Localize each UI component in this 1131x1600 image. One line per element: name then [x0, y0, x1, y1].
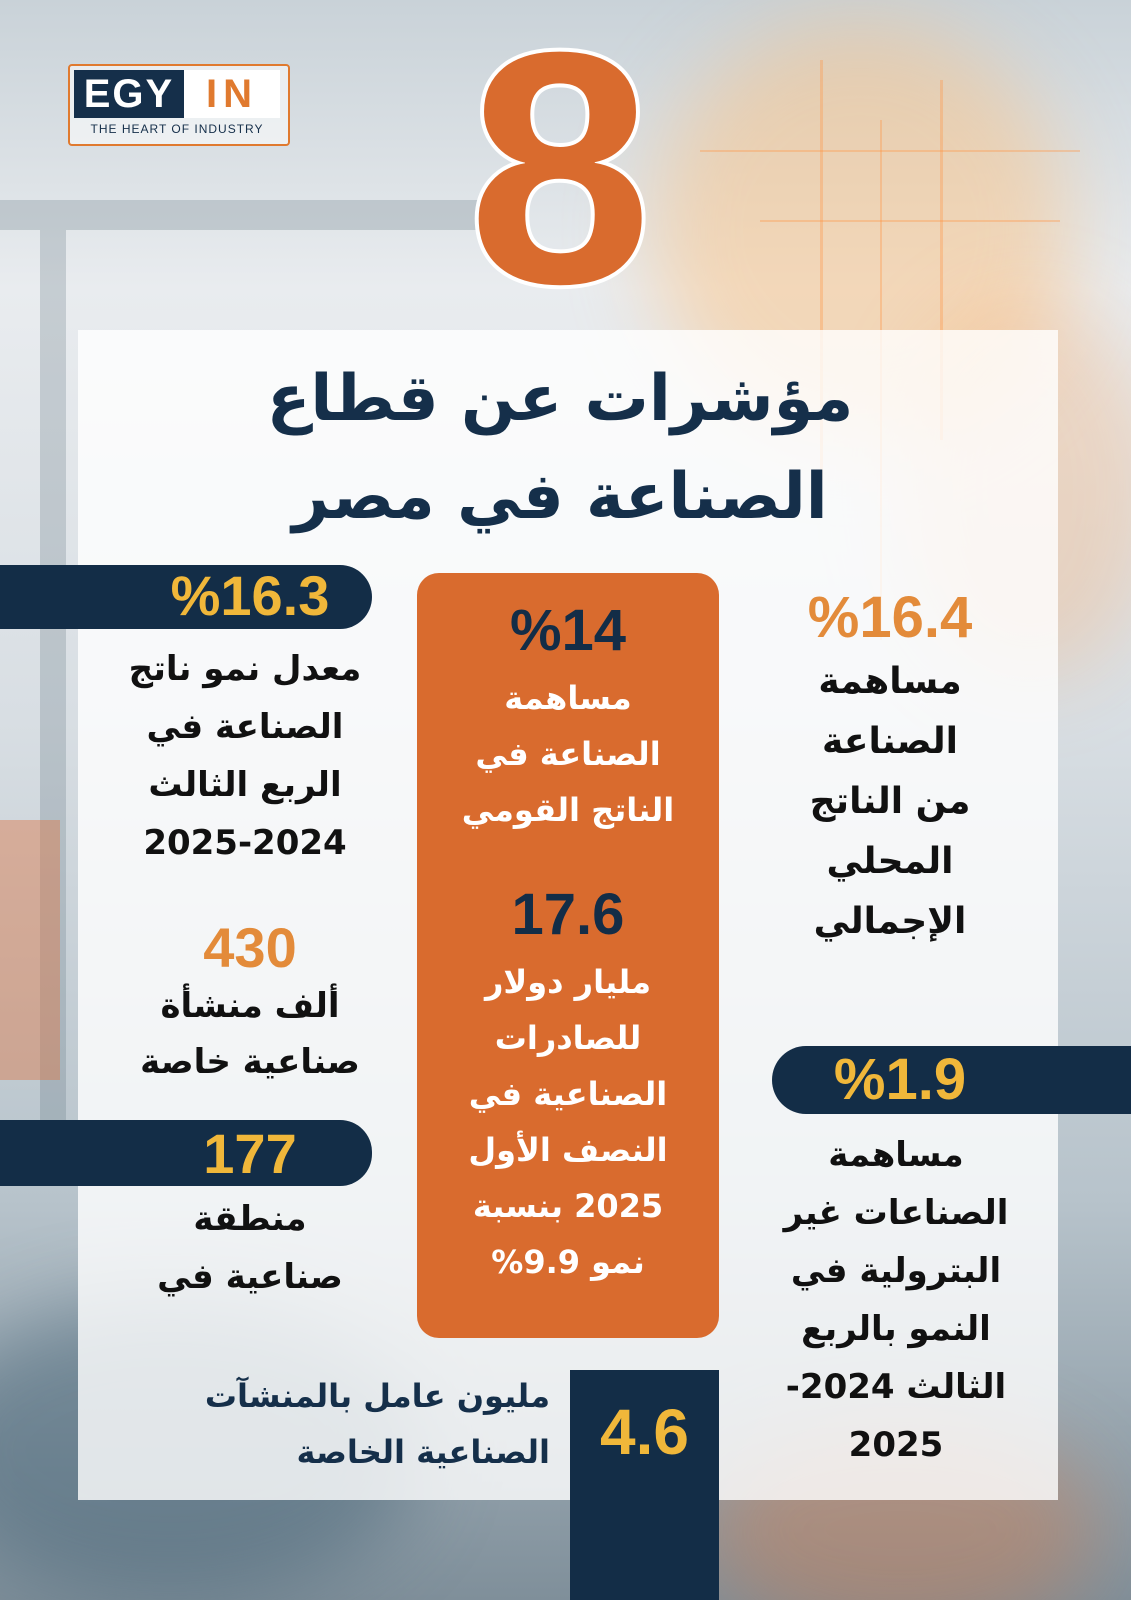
big-number-eight: 8 — [464, 0, 656, 352]
non-petroleum-line: النمو بالربع — [801, 1309, 991, 1349]
industrial-zones-description: منطقة صناعية في — [140, 1190, 360, 1306]
private-facilities-value: 430 — [203, 916, 297, 979]
non-petroleum-line: الثالث 2024- — [785, 1367, 1007, 1407]
gdp-share-line: من الناتج — [809, 781, 971, 822]
navy-banner-non-petroleum — [772, 1046, 1131, 1114]
non-petroleum-description: مساهمة الصناعات غير البترولية في النمو ب… — [756, 1126, 1036, 1474]
gdp-share-line: الإجمالي — [813, 901, 967, 942]
private-facilities-line: صناعية خاصة — [140, 1042, 360, 1082]
exports-line: الصناعية في — [468, 1075, 668, 1113]
exports-line: للصادرات — [494, 1019, 642, 1057]
navy-block-workers — [570, 1370, 719, 1600]
exports-value: 17.6 — [511, 882, 625, 947]
q3-growth-value: %16.3 — [170, 564, 330, 627]
navy-banner-industrial-zones — [0, 1120, 372, 1186]
non-petroleum-line: 2025 — [848, 1425, 944, 1465]
exports-line: مليار دولار — [484, 963, 652, 1001]
gnp-share-line: الناتج القومي — [461, 791, 675, 829]
industrial-zones-line: صناعية في — [157, 1257, 343, 1297]
q3-growth-description: معدل نمو ناتج الصناعة في الربع الثالث 20… — [110, 640, 380, 872]
gdp-share-line: مساهمة — [818, 661, 962, 702]
logo-tagline: THE HEART OF INDUSTRY — [90, 122, 264, 136]
q3-growth-line: الصناعة في — [146, 707, 344, 747]
egyin-logo: EGY IN THE HEART OF INDUSTRY — [68, 64, 290, 146]
gdp-share-line: الصناعة — [822, 721, 958, 762]
gnp-share-line: مساهمة — [504, 679, 632, 717]
gdp-share-line: المحلي — [826, 841, 954, 882]
navy-banner-q3-growth — [0, 565, 372, 629]
title-line-1: مؤشرات عن قطاع — [266, 362, 854, 436]
non-petroleum-value: %1.9 — [833, 1047, 967, 1112]
q3-growth-line: 2025-2024 — [143, 823, 347, 863]
workers-line: مليون عامل بالمنشآت — [204, 1377, 550, 1415]
private-facilities-line: ألف منشأة — [160, 986, 340, 1026]
industrial-zones-value: 177 — [203, 1122, 297, 1185]
gnp-share-line: الصناعة في — [475, 735, 661, 773]
exports-line: نمو 9.9% — [491, 1243, 645, 1281]
exports-line: 2025 بنسبة — [472, 1187, 664, 1225]
exports-description: مليار دولار للصادرات الصناعية في النصف ا… — [432, 954, 704, 1290]
private-facilities-description: ألف منشأة صناعية خاصة — [120, 978, 380, 1090]
non-petroleum-line: البترولية في — [790, 1251, 1002, 1291]
title-line-2: الصناعة في مصر — [292, 460, 828, 534]
gnp-share-description: مساهمة الصناعة في الناتج القومي — [432, 670, 704, 838]
non-petroleum-line: مساهمة — [828, 1135, 964, 1175]
gdp-share-value: %16.4 — [807, 585, 973, 650]
workers-line: الصناعية الخاصة — [296, 1433, 550, 1471]
logo-egy-text: EGY — [74, 70, 184, 118]
gdp-share-description: مساهمة الصناعة من الناتج المحلي الإجمالي — [770, 652, 1010, 952]
q3-growth-line: الربع الثالث — [148, 765, 342, 805]
non-petroleum-line: الصناعات غير — [783, 1193, 1009, 1233]
industrial-zones-line: منطقة — [193, 1199, 307, 1239]
q3-growth-line: معدل نمو ناتج — [128, 649, 362, 689]
logo-in-text: IN — [184, 70, 280, 118]
orange-card — [417, 573, 719, 1338]
exports-line: النصف الأول — [468, 1131, 668, 1169]
workers-value: 4.6 — [600, 1396, 689, 1468]
page-title: مؤشرات عن قطاع الصناعة في مصر — [160, 350, 960, 546]
gnp-share-value: %14 — [509, 598, 627, 663]
workers-description: مليون عامل بالمنشآت الصناعية الخاصة — [150, 1368, 550, 1480]
